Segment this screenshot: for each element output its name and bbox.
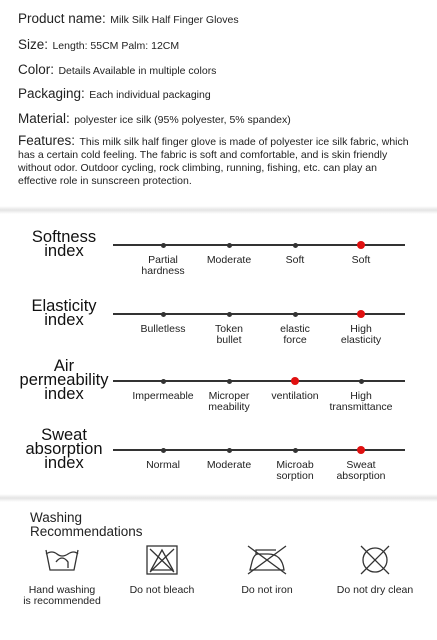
separator bbox=[0, 494, 437, 502]
index-name: Sweat absorption index bbox=[25, 426, 103, 472]
selected-dot bbox=[357, 446, 365, 454]
washing-label: Do not iron bbox=[241, 584, 293, 596]
option-label: Token bullet bbox=[214, 323, 244, 346]
option-label: Normal bbox=[146, 459, 180, 471]
index-line bbox=[113, 449, 405, 451]
spec-label: Product name: bbox=[18, 11, 106, 26]
option-label: elastic force bbox=[280, 323, 310, 346]
features: Features: This milk silk half finger glo… bbox=[18, 133, 418, 187]
option-label: Microab sorption bbox=[276, 459, 314, 482]
dot bbox=[160, 242, 166, 248]
dot bbox=[292, 447, 298, 453]
dot bbox=[160, 447, 166, 453]
washing-label: Do not dry clean bbox=[336, 584, 414, 596]
spec: Product name: Milk Silk Half Finger Glov… bbox=[18, 10, 239, 28]
option-label: Microper meability bbox=[208, 390, 250, 413]
spec-value: Length: 55CM Palm: 12CM bbox=[52, 40, 180, 52]
dot bbox=[292, 311, 298, 317]
index-name: Elasticity index bbox=[31, 297, 97, 329]
option-label: High elasticity bbox=[340, 323, 382, 346]
no-dry-clean-icon bbox=[360, 545, 390, 575]
index-line bbox=[113, 313, 405, 315]
dot bbox=[358, 378, 364, 384]
option-label: Impermeable bbox=[132, 390, 194, 402]
option-label: High transmittance bbox=[329, 390, 393, 413]
selected-dot bbox=[291, 377, 299, 385]
spec: Material: polyester ice silk (95% polyes… bbox=[18, 110, 291, 128]
index-name: Softness index bbox=[31, 228, 97, 260]
dot bbox=[160, 311, 166, 317]
selected-dot bbox=[357, 310, 365, 318]
no-iron-icon bbox=[247, 545, 287, 575]
spec-label: Size: bbox=[18, 37, 49, 52]
dot bbox=[226, 242, 232, 248]
spec-value: Milk Silk Half Finger Gloves bbox=[110, 14, 239, 26]
spec-value: polyester ice silk (95% polyester, 5% sp… bbox=[74, 114, 291, 126]
spec-label: Packaging: bbox=[18, 86, 85, 101]
spec-label: Material: bbox=[18, 111, 70, 126]
selected-dot bbox=[357, 241, 365, 249]
option-label: ventilation bbox=[271, 390, 319, 402]
features-text: This milk silk half finger glove is made… bbox=[18, 136, 409, 187]
separator bbox=[0, 206, 437, 214]
index-line bbox=[113, 244, 405, 246]
option-label: Soft bbox=[351, 254, 371, 266]
option-label: Sweat absorption bbox=[336, 459, 386, 482]
dot bbox=[292, 242, 298, 248]
dot bbox=[160, 378, 166, 384]
option-label: Bulletless bbox=[140, 323, 186, 335]
hand-wash-icon bbox=[45, 549, 79, 571]
option-label: Soft bbox=[285, 254, 305, 266]
option-label: Moderate bbox=[206, 254, 252, 266]
index-line bbox=[113, 380, 405, 382]
spec-label: Color: bbox=[18, 62, 55, 77]
dot bbox=[226, 447, 232, 453]
spec: Size: Length: 55CM Palm: 12CM bbox=[18, 36, 179, 54]
spec-value: Each individual packaging bbox=[89, 89, 211, 101]
index-name: Air permeability index bbox=[19, 357, 109, 403]
washing-label: Hand washing is recommended bbox=[23, 584, 101, 607]
spec-value: Details Available in multiple colors bbox=[58, 65, 217, 77]
features-label: Features: bbox=[18, 133, 76, 148]
dot bbox=[226, 378, 232, 384]
option-label: Partial hardness bbox=[141, 254, 185, 277]
no-bleach-icon bbox=[146, 545, 178, 575]
spec: Color: Details Available in multiple col… bbox=[18, 61, 216, 79]
dot bbox=[226, 311, 232, 317]
washing-title: Washing Recommendations bbox=[30, 510, 143, 539]
washing-icons bbox=[45, 545, 390, 575]
spec: Packaging: Each individual packaging bbox=[18, 85, 211, 103]
washing-label: Do not bleach bbox=[129, 584, 195, 596]
option-label: Moderate bbox=[206, 459, 252, 471]
